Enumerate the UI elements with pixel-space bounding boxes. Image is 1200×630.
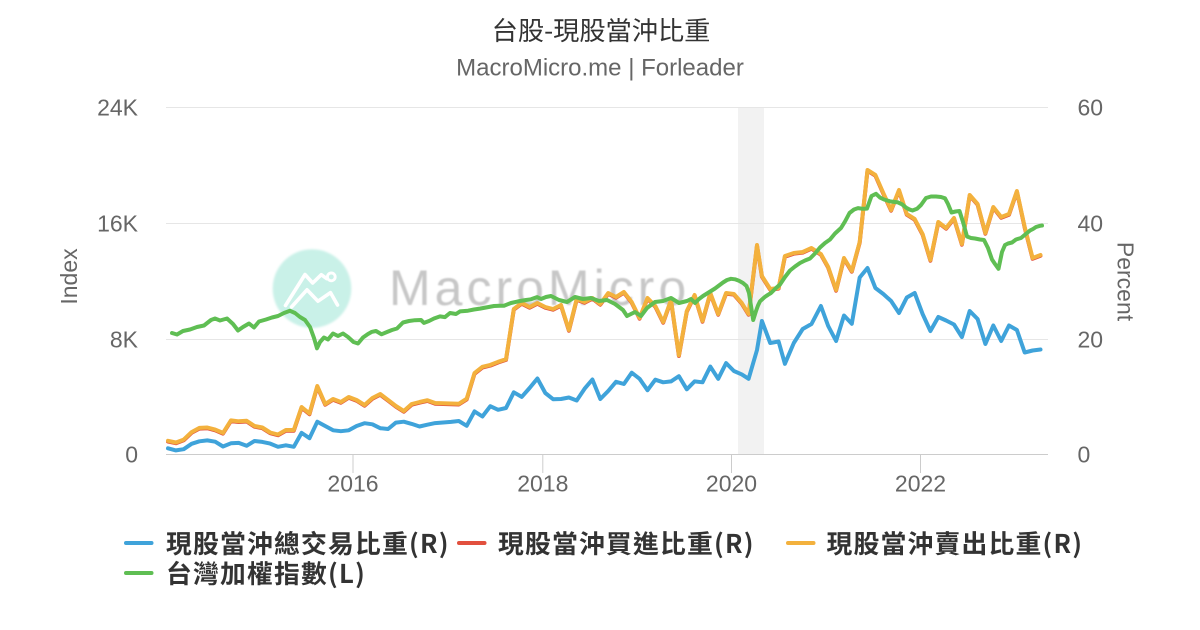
svg-text:16K: 16K — [97, 211, 139, 237]
svg-text:MacroMicro: MacroMicro — [389, 260, 690, 316]
svg-text:2018: 2018 — [517, 471, 568, 497]
svg-text:40: 40 — [1078, 211, 1104, 237]
svg-text:2022: 2022 — [895, 471, 946, 497]
svg-text:MacroMicro.me | Forleader: MacroMicro.me | Forleader — [456, 55, 744, 82]
svg-text:24K: 24K — [97, 95, 139, 121]
svg-text:2020: 2020 — [706, 471, 757, 497]
svg-text:20: 20 — [1078, 327, 1104, 353]
svg-text:8K: 8K — [110, 327, 139, 353]
svg-text:0: 0 — [1078, 442, 1091, 468]
svg-text:Index: Index — [56, 248, 82, 305]
svg-text:0: 0 — [125, 442, 138, 468]
svg-text:60: 60 — [1078, 95, 1104, 121]
svg-text:Percent: Percent — [1113, 242, 1139, 322]
svg-text:2016: 2016 — [327, 471, 378, 497]
